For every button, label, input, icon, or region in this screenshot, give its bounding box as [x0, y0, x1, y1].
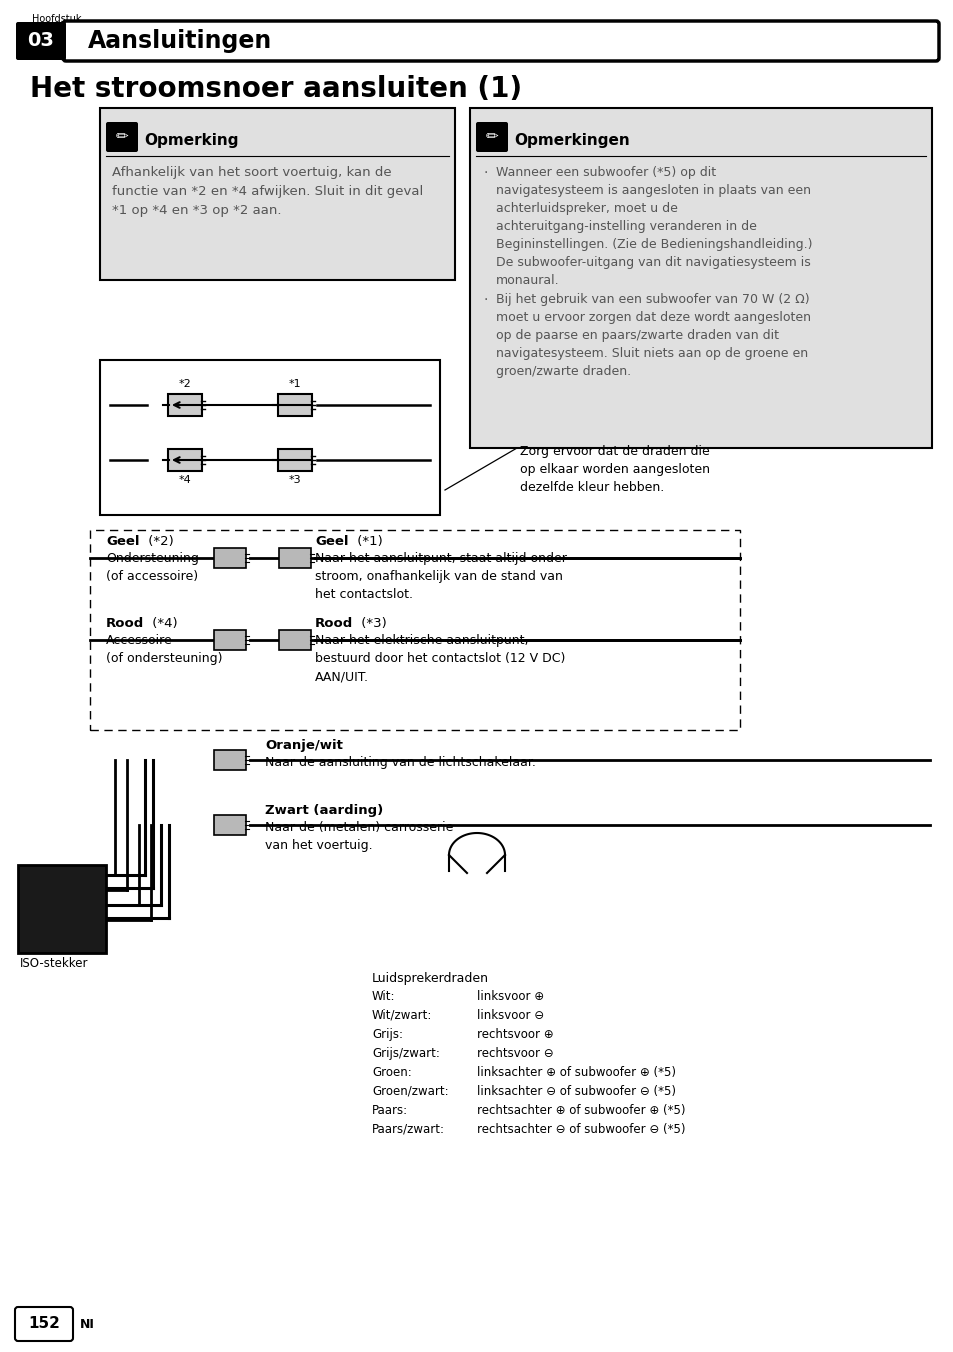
Text: 152: 152: [28, 1317, 60, 1332]
Text: Naar het aansluitpunt, staat altijd onder
stroom, onafhankelijk van de stand van: Naar het aansluitpunt, staat altijd onde…: [314, 552, 566, 602]
Text: Zwart (aarding): Zwart (aarding): [265, 804, 383, 817]
Text: Ondersteuning
(of accessoire): Ondersteuning (of accessoire): [106, 552, 198, 583]
Text: linksachter ⊖ of subwoofer ⊖ (*5): linksachter ⊖ of subwoofer ⊖ (*5): [476, 1086, 676, 1098]
Text: ISO-stekker: ISO-stekker: [20, 957, 89, 969]
Text: 03: 03: [28, 31, 54, 50]
Text: Paars/zwart:: Paars/zwart:: [372, 1124, 444, 1136]
Text: rechtsachter ⊖ of subwoofer ⊖ (*5): rechtsachter ⊖ of subwoofer ⊖ (*5): [476, 1124, 685, 1136]
FancyBboxPatch shape: [63, 22, 938, 61]
FancyBboxPatch shape: [476, 122, 507, 151]
Text: Zorg ervoor dat de draden die
op elkaar worden aangesloten
dezelfde kleur hebben: Zorg ervoor dat de draden die op elkaar …: [519, 445, 709, 493]
Text: Wit/zwart:: Wit/zwart:: [372, 1009, 432, 1022]
FancyBboxPatch shape: [100, 108, 455, 280]
Text: Luidsprekerdraden: Luidsprekerdraden: [372, 972, 489, 986]
Text: rechtsvoor ⊖: rechtsvoor ⊖: [476, 1046, 553, 1060]
Text: ·: ·: [483, 166, 488, 180]
Text: linksvoor ⊖: linksvoor ⊖: [476, 1009, 543, 1022]
FancyBboxPatch shape: [15, 1307, 73, 1341]
Text: Groen:: Groen:: [372, 1065, 412, 1079]
FancyBboxPatch shape: [277, 449, 312, 470]
Text: (*2): (*2): [144, 535, 173, 548]
FancyBboxPatch shape: [100, 360, 439, 515]
Text: Aansluitingen: Aansluitingen: [88, 28, 272, 53]
Text: Geel: Geel: [314, 535, 348, 548]
Text: rechtsachter ⊕ of subwoofer ⊕ (*5): rechtsachter ⊕ of subwoofer ⊕ (*5): [476, 1105, 685, 1117]
Text: Geel: Geel: [106, 535, 139, 548]
Text: Naar het elektrische aansluitpunt,
bestuurd door het contactslot (12 V DC)
AAN/U: Naar het elektrische aansluitpunt, bestu…: [314, 634, 565, 683]
FancyBboxPatch shape: [18, 865, 106, 953]
FancyBboxPatch shape: [90, 530, 740, 730]
Text: Paars:: Paars:: [372, 1105, 408, 1117]
Text: Grijs/zwart:: Grijs/zwart:: [372, 1046, 439, 1060]
Text: (*4): (*4): [148, 617, 177, 630]
Text: Wit:: Wit:: [372, 990, 395, 1003]
Text: ✏: ✏: [115, 130, 129, 145]
FancyBboxPatch shape: [213, 630, 246, 650]
Text: Rood: Rood: [314, 617, 353, 630]
Text: Het stroomsnoer aansluiten (1): Het stroomsnoer aansluiten (1): [30, 74, 521, 103]
FancyBboxPatch shape: [168, 393, 202, 416]
FancyBboxPatch shape: [470, 108, 931, 448]
Text: *1: *1: [289, 379, 301, 389]
Text: Bij het gebruik van een subwoofer van 70 W (2 Ω)
moet u ervoor zorgen dat deze w: Bij het gebruik van een subwoofer van 70…: [496, 293, 810, 379]
Text: Hoofdstuk: Hoofdstuk: [32, 14, 81, 24]
Text: *4: *4: [178, 475, 192, 485]
FancyBboxPatch shape: [16, 22, 66, 59]
Text: *2: *2: [178, 379, 192, 389]
FancyBboxPatch shape: [213, 548, 246, 568]
FancyBboxPatch shape: [168, 449, 202, 470]
Text: Groen/zwart:: Groen/zwart:: [372, 1086, 448, 1098]
FancyBboxPatch shape: [213, 750, 246, 771]
FancyBboxPatch shape: [278, 548, 311, 568]
Text: Grijs:: Grijs:: [372, 1028, 402, 1041]
Text: Opmerking: Opmerking: [144, 132, 238, 147]
FancyBboxPatch shape: [277, 393, 312, 416]
Text: (*1): (*1): [353, 535, 382, 548]
Text: ✏: ✏: [485, 130, 497, 145]
Text: NI: NI: [80, 1317, 94, 1330]
Text: *3: *3: [289, 475, 301, 485]
Text: Rood: Rood: [106, 617, 144, 630]
Text: rechtsvoor ⊕: rechtsvoor ⊕: [476, 1028, 553, 1041]
Text: ·: ·: [483, 293, 488, 307]
Text: Wanneer een subwoofer (*5) op dit
navigatesysteem is aangesloten in plaats van e: Wanneer een subwoofer (*5) op dit naviga…: [496, 166, 812, 287]
Text: (*3): (*3): [356, 617, 386, 630]
Text: linksvoor ⊕: linksvoor ⊕: [476, 990, 543, 1003]
FancyBboxPatch shape: [213, 815, 246, 836]
Text: Naar de aansluiting van de lichtschakelaar.: Naar de aansluiting van de lichtschakela…: [265, 756, 536, 769]
Text: Accessoire
(of ondersteuning): Accessoire (of ondersteuning): [106, 634, 222, 665]
FancyBboxPatch shape: [106, 122, 138, 151]
Text: Opmerkingen: Opmerkingen: [514, 132, 629, 147]
Text: Naar de (metalen) carrosserie
van het voertuig.: Naar de (metalen) carrosserie van het vo…: [265, 821, 453, 852]
Text: linksachter ⊕ of subwoofer ⊕ (*5): linksachter ⊕ of subwoofer ⊕ (*5): [476, 1065, 676, 1079]
Text: Oranje/wit: Oranje/wit: [265, 740, 342, 752]
FancyBboxPatch shape: [278, 630, 311, 650]
Text: Afhankelijk van het soort voertuig, kan de
functie van *2 en *4 afwijken. Sluit : Afhankelijk van het soort voertuig, kan …: [112, 166, 423, 218]
